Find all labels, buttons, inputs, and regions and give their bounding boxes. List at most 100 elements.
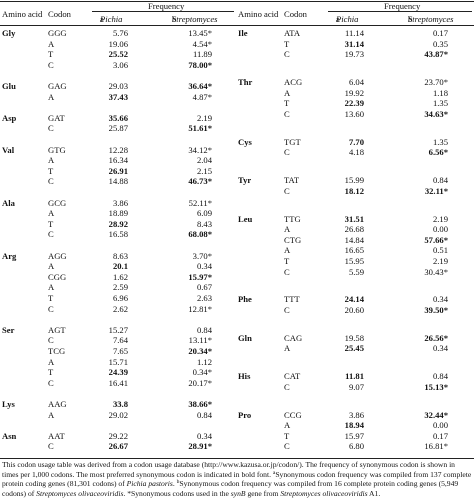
amino-acid: Ser	[2, 324, 15, 335]
footnote: This codon usage table was derived from …	[2, 460, 472, 498]
amino-acid: Pro	[238, 409, 252, 420]
streptomyces-frequency: 15.97*	[188, 271, 212, 282]
streptomyces-frequency: 2.04	[196, 155, 212, 166]
amino-acid: Tyr	[238, 175, 252, 186]
pichia-frequency: 16.58	[108, 229, 128, 240]
streptomyces-frequency: 0.51	[432, 245, 448, 256]
streptomyces-frequency: 38.66*	[188, 399, 212, 409]
streptomyces-frequency: 36.64*	[188, 81, 212, 91]
pichia-frequency: 18.12	[344, 185, 364, 196]
rule	[0, 1, 474, 2]
amino-acid: Ile	[238, 28, 248, 38]
streptomyces-frequency: 6.09	[196, 208, 212, 219]
streptomyces-frequency: 0.34	[196, 430, 212, 441]
codon: CAT	[284, 371, 301, 382]
streptomyces-frequency: 30.43*	[424, 266, 448, 277]
codon: C	[48, 59, 54, 70]
footnote-text: This codon usage table was derived from …	[2, 460, 455, 479]
pichia-frequency: 15.27	[108, 324, 128, 335]
pichia-frequency: 2.59	[112, 282, 128, 293]
rule	[0, 25, 474, 26]
streptomyces-frequency: 0.84	[196, 409, 212, 420]
streptomyces-frequency: 11.89	[192, 49, 212, 60]
codon: GAG	[48, 81, 67, 91]
codon: C	[284, 49, 290, 60]
pichia-frequency: 3.86	[112, 197, 128, 208]
pichia-frequency: 26.68	[344, 224, 364, 235]
streptomyces-frequency: 2.19	[432, 213, 448, 224]
codon: TCG	[48, 346, 66, 356]
codon: A	[48, 208, 55, 219]
pichia-frequency: 6.96	[112, 293, 128, 303]
codon: C	[48, 229, 54, 240]
footnote-species: Streptomyces olivaceoviridis	[280, 488, 368, 498]
streptomyces-frequency: 20.34*	[188, 346, 212, 356]
rule	[92, 11, 234, 12]
codon: TTT	[284, 294, 300, 305]
codon: A	[48, 38, 55, 49]
codon: C	[48, 303, 54, 314]
streptomyces-frequency: 0.00	[432, 224, 448, 235]
pichia-frequency: 19.06	[108, 38, 128, 49]
streptomyces-frequency: 1.35	[432, 98, 448, 109]
streptomyces-frequency: 0.84	[432, 371, 448, 382]
codon: A	[48, 155, 55, 166]
pichia-frequency: 31.51	[344, 213, 364, 224]
streptomyces-frequency: 4.87*	[192, 91, 212, 102]
streptomyces-frequency: 6.56*	[428, 147, 448, 158]
codon: A	[284, 343, 291, 354]
amino-acid: Val	[2, 144, 15, 155]
footnote-text: Synonymous codon frequency was compiled …	[2, 479, 459, 498]
header-codon: Codon	[48, 9, 71, 19]
pichia-frequency: 8.63	[112, 250, 128, 261]
codon: C	[284, 381, 290, 392]
codon: C	[48, 377, 54, 388]
streptomyces-frequency: 2.19	[196, 112, 212, 123]
codon: C	[284, 147, 290, 158]
streptomyces-frequency: 0.35	[432, 38, 448, 49]
codon: A	[48, 91, 55, 102]
codon: C	[284, 304, 290, 315]
header-note: a	[336, 14, 340, 24]
streptomyces-frequency: 32.11*	[424, 185, 448, 196]
streptomyces-frequency: 3.70*	[192, 250, 212, 261]
header-pichia-name: Pichia	[100, 14, 123, 24]
codon: TAT	[284, 175, 300, 186]
pichia-frequency: 1.62	[112, 271, 128, 282]
streptomyces-frequency: 13.11*	[188, 335, 212, 346]
streptomyces-frequency: 46.73*	[188, 176, 212, 187]
pichia-frequency: 26.67	[108, 441, 128, 452]
streptomyces-frequency: 0.84	[432, 175, 448, 186]
codon: T	[48, 218, 54, 229]
pichia-frequency: 20.1	[112, 261, 128, 272]
codon: C	[284, 185, 290, 196]
pichia-frequency: 4.18	[348, 147, 364, 158]
streptomyces-frequency: 68.08*	[188, 229, 212, 240]
codon: GCG	[48, 197, 67, 208]
codon: A	[48, 409, 55, 420]
pichia-frequency: 3.86	[348, 409, 364, 420]
codon: A	[48, 261, 55, 272]
streptomyces-frequency: 4.54*	[192, 38, 212, 49]
codon: ATA	[284, 28, 301, 38]
pichia-frequency: 11.81	[345, 371, 364, 382]
rule	[0, 458, 474, 459]
pichia-frequency: 6.80	[348, 441, 364, 452]
pichia-frequency: 15.71	[108, 356, 128, 367]
codon: TTG	[284, 213, 301, 224]
streptomyces-frequency: 26.56*	[424, 332, 448, 343]
streptomyces-frequency: 78.00*	[188, 59, 212, 70]
pichia-frequency: 25.45	[344, 343, 364, 354]
codon: AAG	[48, 399, 67, 409]
amino-acid: Asn	[2, 430, 17, 441]
header-streptomyces-name: Streptomyces	[172, 14, 218, 24]
streptomyces-frequency: 8.43	[196, 218, 212, 229]
footnote-mark: b	[176, 479, 180, 486]
streptomyces-frequency: 52.11*	[188, 197, 212, 208]
pichia-frequency: 19.92	[344, 87, 364, 98]
codon: T	[48, 49, 54, 60]
codon: C	[48, 335, 54, 346]
pichia-frequency: 24.14	[344, 294, 364, 305]
codon: GTG	[48, 144, 66, 155]
codon: A	[48, 282, 55, 293]
